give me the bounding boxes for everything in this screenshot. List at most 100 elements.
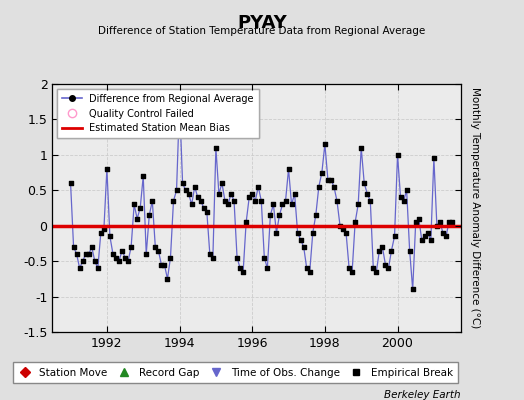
- Point: [263, 265, 271, 272]
- Point: [121, 254, 129, 261]
- Point: [348, 268, 356, 275]
- Point: [236, 265, 244, 272]
- Point: [200, 205, 208, 211]
- Point: [203, 208, 211, 215]
- Point: [287, 201, 296, 208]
- Point: [427, 237, 435, 243]
- Point: [430, 155, 438, 162]
- Point: [169, 198, 178, 204]
- Point: [166, 254, 174, 261]
- Point: [100, 226, 108, 232]
- Point: [266, 212, 275, 218]
- Point: [96, 230, 105, 236]
- Point: [251, 198, 259, 204]
- Point: [445, 219, 453, 225]
- Point: [118, 247, 126, 254]
- Point: [193, 194, 202, 200]
- Point: [88, 244, 96, 250]
- Point: [188, 201, 196, 208]
- Point: [423, 230, 432, 236]
- Y-axis label: Monthly Temperature Anomaly Difference (°C): Monthly Temperature Anomaly Difference (…: [470, 87, 480, 329]
- Point: [191, 184, 199, 190]
- Point: [75, 265, 84, 272]
- Point: [148, 198, 157, 204]
- Point: [339, 226, 347, 232]
- Point: [297, 237, 305, 243]
- Point: [139, 173, 147, 179]
- Point: [151, 244, 159, 250]
- Point: [390, 233, 399, 240]
- Point: [402, 187, 411, 194]
- Point: [414, 216, 423, 222]
- Point: [293, 230, 302, 236]
- Point: [330, 184, 338, 190]
- Point: [91, 258, 99, 264]
- Point: [369, 265, 377, 272]
- Point: [333, 198, 341, 204]
- Point: [314, 184, 323, 190]
- Point: [396, 194, 405, 200]
- Point: [67, 180, 75, 186]
- Point: [351, 219, 359, 225]
- Point: [442, 233, 450, 240]
- Point: [254, 184, 263, 190]
- Point: [157, 262, 166, 268]
- Point: [324, 176, 332, 183]
- Point: [375, 247, 384, 254]
- Point: [136, 205, 145, 211]
- Point: [224, 201, 232, 208]
- Point: [178, 180, 187, 186]
- Point: [260, 254, 268, 261]
- Point: [394, 152, 402, 158]
- Point: [239, 268, 247, 275]
- Point: [290, 191, 299, 197]
- Point: [242, 219, 250, 225]
- Point: [115, 258, 123, 264]
- Point: [172, 187, 181, 194]
- Point: [363, 191, 372, 197]
- Text: Berkeley Earth: Berkeley Earth: [385, 390, 461, 400]
- Point: [281, 198, 290, 204]
- Point: [103, 166, 111, 172]
- Point: [327, 176, 335, 183]
- Point: [421, 233, 429, 240]
- Point: [109, 251, 117, 257]
- Point: [176, 98, 184, 105]
- Point: [436, 219, 444, 225]
- Point: [72, 251, 81, 257]
- Point: [184, 191, 193, 197]
- Point: [84, 251, 93, 257]
- Point: [378, 244, 387, 250]
- Point: [433, 222, 441, 229]
- Point: [418, 237, 426, 243]
- Point: [106, 233, 114, 240]
- Point: [372, 268, 380, 275]
- Point: [285, 166, 293, 172]
- Point: [112, 254, 120, 261]
- Point: [79, 258, 87, 264]
- Point: [215, 191, 223, 197]
- Point: [439, 230, 447, 236]
- Point: [248, 191, 256, 197]
- Point: [269, 201, 278, 208]
- Point: [221, 198, 229, 204]
- Point: [399, 198, 408, 204]
- Point: [278, 201, 287, 208]
- Point: [318, 169, 326, 176]
- Point: [300, 244, 308, 250]
- Point: [130, 201, 138, 208]
- Point: [336, 222, 344, 229]
- Point: [384, 265, 392, 272]
- Point: [160, 262, 169, 268]
- Point: [302, 265, 311, 272]
- Point: [124, 258, 132, 264]
- Point: [196, 198, 205, 204]
- Point: [366, 198, 375, 204]
- Point: [233, 254, 241, 261]
- Point: [133, 216, 141, 222]
- Point: [205, 251, 214, 257]
- Point: [154, 247, 162, 254]
- Point: [342, 230, 350, 236]
- Point: [312, 212, 320, 218]
- Point: [387, 247, 396, 254]
